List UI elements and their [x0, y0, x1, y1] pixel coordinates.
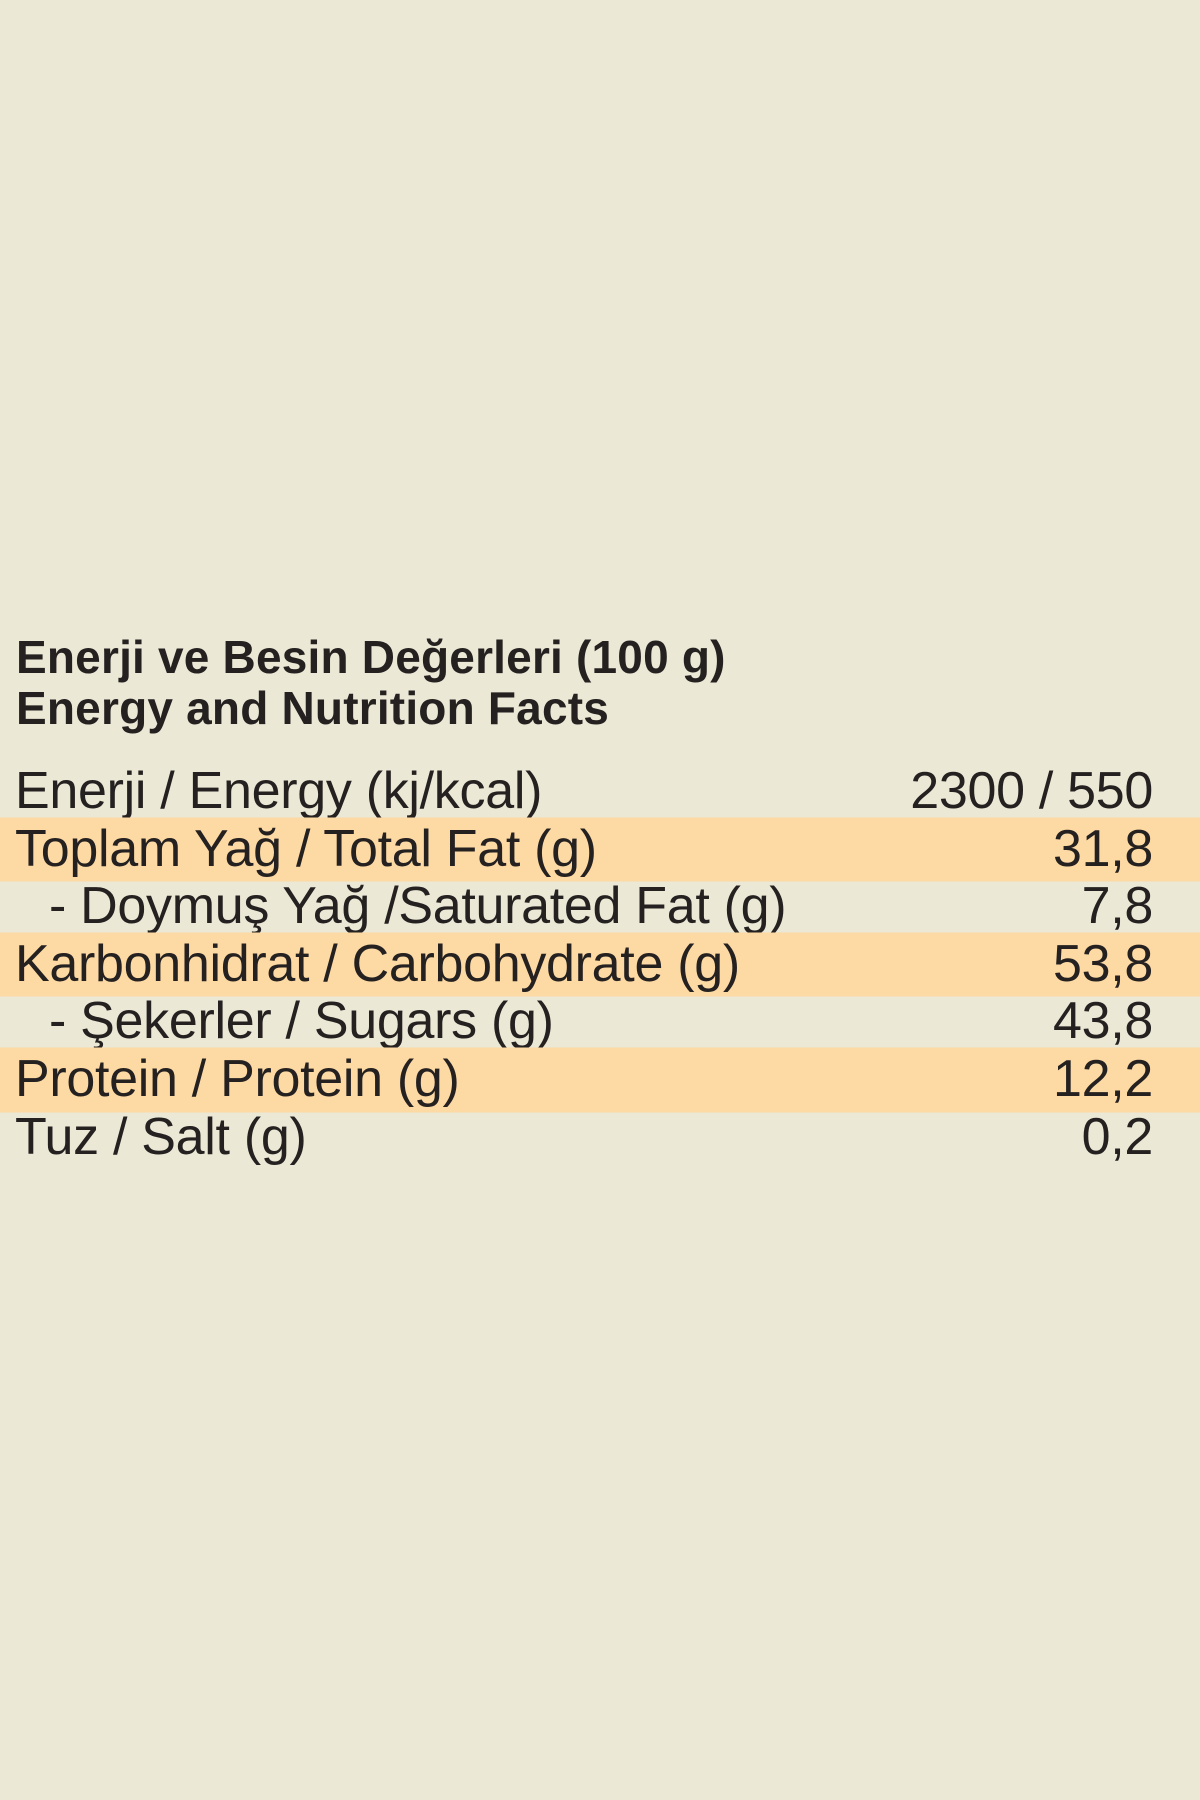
- row-label: Karbonhidrat / Carbohydrate (g): [15, 934, 740, 993]
- row-label: Tuz / Salt (g): [15, 1107, 307, 1166]
- panel-title-line2: Energy and Nutrition Facts: [16, 682, 610, 734]
- nutrition-row: Karbonhidrat / Carbohydrate (g) 53,8: [0, 934, 1200, 994]
- nutrition-row: Tuz / Salt (g) 0,2: [0, 1107, 1200, 1167]
- row-label: Toplam Yağ / Total Fat (g): [15, 819, 597, 878]
- nutrition-table: Enerji / Energy (kj/kcal) 2300 / 550 Top…: [0, 762, 1200, 1167]
- row-value: 12,2: [1052, 1049, 1153, 1108]
- row-label: Enerji / Energy (kj/kcal): [15, 762, 543, 820]
- row-label: - Şekerler / Sugars (g): [49, 992, 554, 1051]
- nutrition-row: Enerji / Energy (kj/kcal) 2300 / 550: [0, 762, 1200, 821]
- row-value: 43,8: [1052, 992, 1153, 1051]
- row-label: Protein / Protein (g): [15, 1049, 460, 1108]
- row-value: 7,8: [1081, 877, 1154, 936]
- row-value: 53,8: [1052, 934, 1153, 993]
- panel-title: Enerji ve Besin Değerleri (100 g) Energy…: [16, 632, 1184, 734]
- row-label: - Doymuş Yağ /Saturated Fat (g): [49, 877, 787, 936]
- nutrition-row: Protein / Protein (g) 12,2: [0, 1049, 1200, 1109]
- row-value: 2300 / 550: [910, 762, 1153, 820]
- nutrition-row: Toplam Yağ / Total Fat (g) 31,8: [0, 819, 1200, 879]
- nutrition-row: - Şekerler / Sugars (g) 43,8: [0, 993, 1200, 1051]
- panel-title-line1: Enerji ve Besin Değerleri (100 g): [16, 631, 726, 683]
- row-value: 0,2: [1081, 1107, 1154, 1166]
- row-value: 31,8: [1052, 819, 1153, 878]
- nutrition-row: - Doymuş Yağ /Saturated Fat (g) 7,8: [0, 878, 1200, 936]
